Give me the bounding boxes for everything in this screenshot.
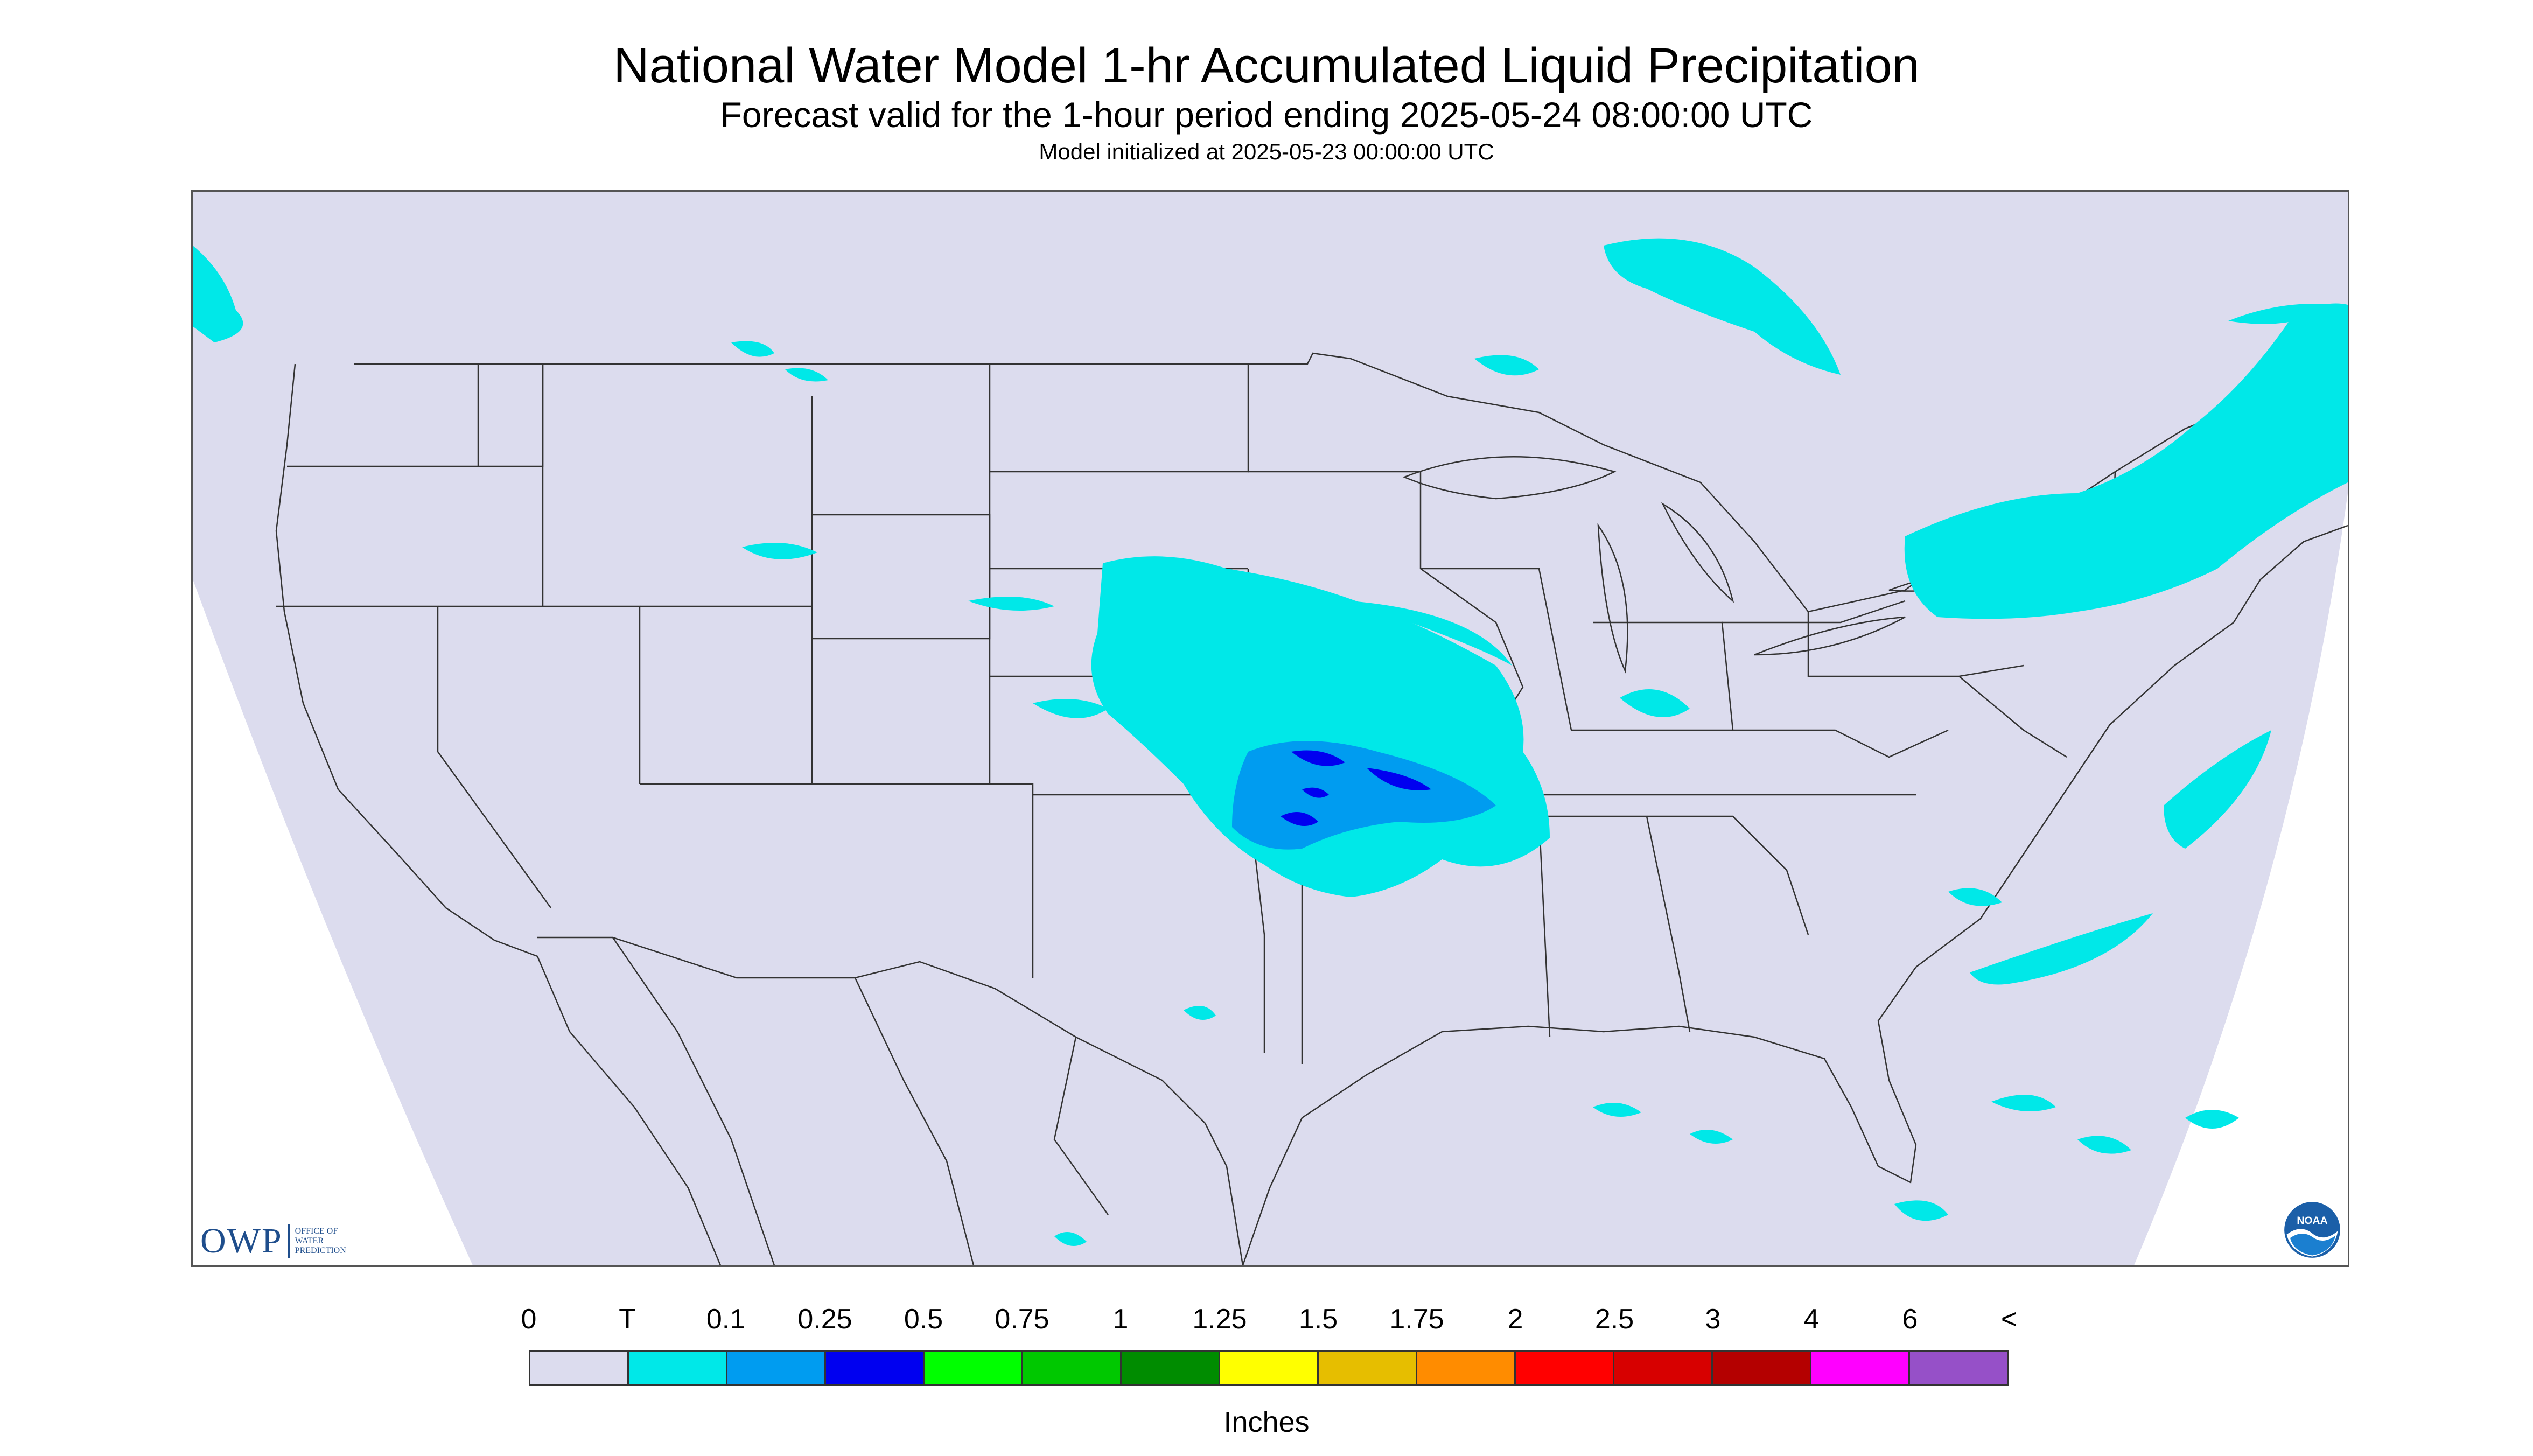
legend-swatch bbox=[530, 1352, 629, 1384]
legend-swatch bbox=[1811, 1352, 1910, 1384]
legend-tick-label: 3 bbox=[1705, 1304, 1721, 1335]
legend-swatch bbox=[826, 1352, 925, 1384]
legend-tick-label: 0.25 bbox=[797, 1304, 852, 1335]
legend-tick-label: 0.5 bbox=[904, 1304, 943, 1335]
map-title: National Water Model 1-hr Accumulated Li… bbox=[613, 38, 1920, 93]
legend-tick-label: 2 bbox=[1507, 1304, 1523, 1335]
legend-swatch bbox=[1516, 1352, 1614, 1384]
legend-tick-label: 1.5 bbox=[1298, 1304, 1338, 1335]
owp-logo-line: WATER bbox=[295, 1236, 324, 1245]
map-subtitle: Forecast valid for the 1-hour period end… bbox=[720, 95, 1813, 135]
legend-swatch bbox=[1910, 1352, 2007, 1384]
owp-logo: OWP OFFICE OF WATER PREDICTION bbox=[200, 1221, 346, 1261]
legend-swatch bbox=[1220, 1352, 1319, 1384]
legend-tick-label: 1.75 bbox=[1389, 1304, 1444, 1335]
noaa-logo-text: NOAA bbox=[2297, 1215, 2327, 1227]
legend-tick-label: 4 bbox=[1803, 1304, 1820, 1335]
noaa-logo: NOAA bbox=[2284, 1202, 2340, 1258]
legend-tick-label: T bbox=[619, 1304, 636, 1335]
legend-color-bar bbox=[529, 1350, 2009, 1386]
legend-swatch bbox=[727, 1352, 826, 1384]
legend-units: Inches bbox=[1223, 1406, 1310, 1438]
legend-swatch bbox=[1713, 1352, 1811, 1384]
legend-swatch bbox=[1319, 1352, 1417, 1384]
legend-tick-label: 0.1 bbox=[706, 1304, 746, 1335]
legend-tick-label: 1.25 bbox=[1192, 1304, 1247, 1335]
legend-swatch bbox=[925, 1352, 1023, 1384]
precip-0-25 bbox=[1281, 750, 1431, 826]
owp-logo-divider bbox=[288, 1224, 290, 1258]
legend-swatch bbox=[1122, 1352, 1220, 1384]
legend-swatch bbox=[1417, 1352, 1516, 1384]
precipitation-map bbox=[191, 190, 2349, 1267]
legend-tick-label: 0.75 bbox=[995, 1304, 1049, 1335]
legend-tick-label: 6 bbox=[1902, 1304, 1918, 1335]
owp-logo-line: PREDICTION bbox=[295, 1246, 346, 1255]
legend-tick-label: 1 bbox=[1112, 1304, 1129, 1335]
legend-swatch bbox=[1614, 1352, 1713, 1384]
legend-swatch bbox=[1023, 1352, 1122, 1384]
owp-logo-text: OFFICE OF WATER PREDICTION bbox=[295, 1227, 346, 1256]
legend-tick-label: 0 bbox=[521, 1304, 537, 1335]
owp-logo-mark: OWP bbox=[200, 1221, 283, 1261]
legend-tick-label: 2.5 bbox=[1594, 1304, 1634, 1335]
model-init-text: Model initialized at 2025-05-23 00:00:00… bbox=[1039, 139, 1494, 164]
legend-tick-label: < bbox=[2000, 1304, 2018, 1335]
legend-swatch bbox=[629, 1352, 727, 1384]
owp-logo-line: OFFICE OF bbox=[295, 1227, 338, 1236]
